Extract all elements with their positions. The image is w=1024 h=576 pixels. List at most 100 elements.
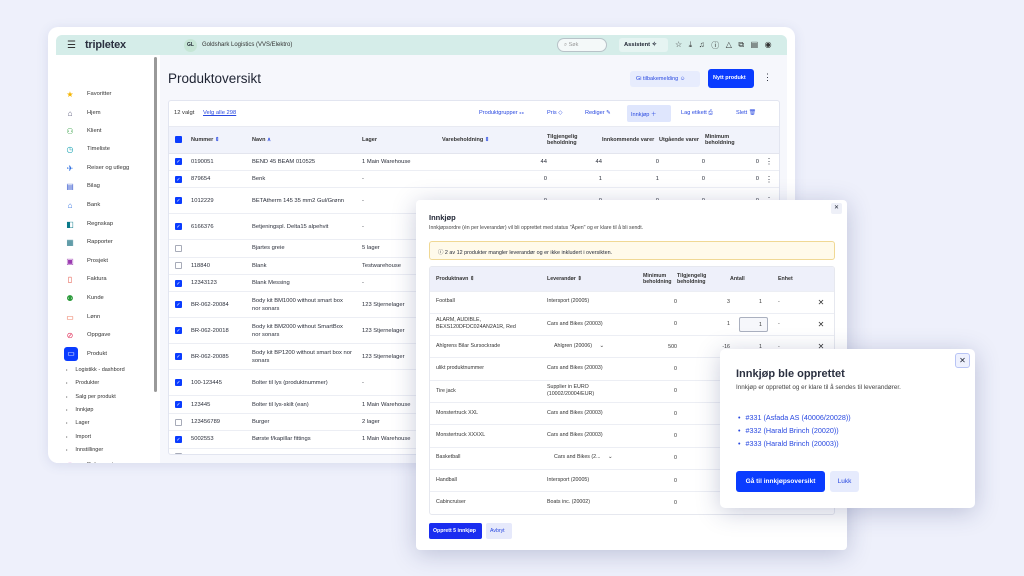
- label-button[interactable]: Lag etikett ⎙: [681, 110, 713, 116]
- sidebar-item-kunde[interactable]: ⚉ Kunde: [64, 291, 103, 305]
- sidebar-scrollbar[interactable]: [154, 57, 157, 392]
- supplier-cell: Cars and Bikes (20003): [547, 401, 643, 425]
- sidebar-item-klient[interactable]: ⚇ Klient: [64, 124, 101, 138]
- new-product-button[interactable]: Nytt produkt: [708, 69, 754, 88]
- row-checkbox[interactable]: [175, 401, 182, 409]
- close-button[interactable]: Lukk: [830, 471, 859, 492]
- remove-icon[interactable]: ✕: [808, 290, 834, 314]
- row-checkbox[interactable]: [175, 435, 182, 443]
- menu-icon[interactable]: ☰: [67, 39, 76, 51]
- quantity-input[interactable]: 1: [730, 312, 768, 336]
- col-tilgjengelig[interactable]: Tilgjengelig beholdning: [547, 127, 602, 154]
- company-name[interactable]: Goldshark Logistics (VVS/Elektro): [201, 42, 293, 48]
- col-lager[interactable]: Lager: [362, 127, 442, 154]
- sidebar-item-lønn[interactable]: ▭ Lønn: [64, 310, 100, 324]
- row-checkbox[interactable]: [175, 418, 182, 426]
- select-all-checkbox[interactable]: [175, 136, 182, 144]
- row-checkbox[interactable]: [175, 175, 182, 183]
- col-innkommende[interactable]: Innkommende varer: [602, 127, 659, 154]
- sidebar-subitem[interactable]: Innkjøp: [66, 407, 93, 413]
- row-menu-icon[interactable]: ⋮: [759, 170, 779, 189]
- bell-icon[interactable]: ♫: [698, 39, 705, 49]
- row-checkbox[interactable]: [175, 453, 182, 454]
- purchase-row: ALARM, AUDIBLE, BEXS120DFDC024AN2A1R, Re…: [430, 312, 834, 336]
- feedback-button[interactable]: Gi tilbakemelding ☺: [630, 71, 700, 87]
- row-checkbox[interactable]: [175, 327, 182, 335]
- star-icon[interactable]: ☆: [675, 39, 683, 49]
- order-link[interactable]: #332 (Harald Brinch (20020)): [738, 426, 851, 439]
- col-nummer[interactable]: Nummer ⇕: [191, 127, 252, 154]
- close-icon[interactable]: ✕: [955, 353, 970, 368]
- row-checkbox[interactable]: [175, 158, 182, 166]
- sidebar-item-prosjekt[interactable]: ▣ Prosjekt: [64, 254, 108, 268]
- create-purchases-button[interactable]: Opprett 5 innkjøp: [429, 523, 482, 539]
- select-all-link[interactable]: Velg alle 298: [203, 110, 237, 116]
- sidebar-item-produkt[interactable]: ▭ Produkt: [64, 347, 107, 361]
- warning-icon[interactable]: △: [725, 39, 732, 49]
- sidebar-item-hjem[interactable]: ⌂ Hjem: [64, 106, 101, 120]
- sidebar-item-dokument[interactable]: ▯ Dokument: [64, 458, 114, 464]
- col-navn[interactable]: Navn ∧: [252, 127, 362, 154]
- sidebar-item-favoritter[interactable]: ★ Favoritter: [64, 87, 111, 101]
- product-groups-button[interactable]: Produktgrupper ⚏: [479, 110, 525, 116]
- sidebar-item-bilag[interactable]: ▤ Bilag: [64, 179, 100, 193]
- close-icon[interactable]: ✕: [831, 203, 842, 214]
- edit-button[interactable]: Rediger ✎: [585, 110, 611, 116]
- row-checkbox[interactable]: [175, 262, 182, 270]
- remove-icon[interactable]: ✕: [808, 312, 834, 336]
- sidebar-subitem[interactable]: Innstillinger: [66, 447, 103, 453]
- order-link[interactable]: #331 (Asfada AS (40006/20028)): [738, 413, 851, 426]
- delete-button[interactable]: Slett 🗑: [736, 110, 756, 116]
- price-button[interactable]: Pris ◇: [547, 110, 563, 116]
- order-link[interactable]: #333 (Harald Brinch (20003)): [738, 439, 851, 452]
- sidebar-item-oppgave[interactable]: ⊘ Oppgave: [64, 328, 111, 342]
- row-checkbox[interactable]: [175, 301, 182, 309]
- sidebar-subitem[interactable]: Salg per produkt: [66, 394, 115, 400]
- go-to-purchases-button[interactable]: Gå til innkjøpsoversikt: [736, 471, 825, 492]
- sidebar-item-rapporter[interactable]: ▦ Rapporter: [64, 235, 113, 249]
- dialog-title: Innkjøp: [429, 213, 456, 222]
- assistant-button[interactable]: Assistent ✧: [619, 38, 668, 52]
- external-link-icon[interactable]: ⧉: [738, 39, 745, 49]
- supplier-cell[interactable]: Cars and Bikes (2... ⌄: [547, 446, 643, 470]
- more-icon[interactable]: ⋮: [763, 72, 772, 82]
- download-icon[interactable]: ⤓: [688, 39, 693, 49]
- sidebar-subitem[interactable]: Import: [66, 434, 91, 440]
- info-icon[interactable]: ⓘ: [711, 40, 720, 50]
- sidebar-subitem[interactable]: Produkter: [66, 380, 99, 386]
- sidebar-item-timeliste[interactable]: ◷ Timeliste: [64, 142, 110, 156]
- row-checkbox[interactable]: [175, 279, 182, 287]
- sidebar: ★ Favoritter ⌂ Hjem ⚇ Klient ◷ Timeliste ✈ Reiser…: [56, 55, 158, 463]
- row-checkbox[interactable]: [175, 379, 182, 387]
- row-menu-icon[interactable]: ⋮: [759, 153, 779, 171]
- col-minimum[interactable]: Minimum beholdning: [705, 127, 759, 154]
- col-varebeholdning[interactable]: Varebeholdning ⇕: [442, 127, 547, 154]
- user-icon[interactable]: ◉: [764, 39, 772, 49]
- col-leverandor[interactable]: Leverandør ⇕: [547, 267, 643, 291]
- sidebar-item-bank[interactable]: ⌂ Bank: [64, 198, 101, 212]
- row-checkbox[interactable]: [175, 223, 182, 231]
- supplier-cell[interactable]: Ahlgren (20006) ⌄: [547, 335, 643, 358]
- cell-available: [677, 379, 730, 403]
- bilag-icon: ▤: [66, 181, 74, 191]
- sidebar-subitem[interactable]: Lager: [66, 420, 89, 426]
- cell-product: Cabincruiser: [430, 491, 547, 514]
- sidebar-item-regnskap[interactable]: ◧ Regnskap: [64, 217, 113, 231]
- table-row[interactable]: 0190051 BEND 45 BEAM 010525 1 Main Wareh…: [169, 153, 779, 171]
- logo[interactable]: tripletex: [84, 39, 126, 51]
- col-produktnavn[interactable]: Produktnavn ⇕: [430, 267, 547, 291]
- quantity-input[interactable]: 1: [730, 290, 768, 314]
- purchase-button[interactable]: Innkjøp ＋: [627, 105, 671, 122]
- col-utgaende[interactable]: Utgående varer: [659, 127, 705, 154]
- sidebar-item-reiser-og-utlegg[interactable]: ✈ Reiser og utlegg: [64, 161, 130, 175]
- cancel-button[interactable]: Avbryt: [486, 523, 512, 539]
- search-input[interactable]: ⌕ Søk: [557, 38, 607, 52]
- row-checkbox[interactable]: [175, 353, 182, 361]
- sidebar-subitem[interactable]: Logistikk - dashbord: [66, 367, 124, 373]
- chat-icon[interactable]: ▤: [750, 39, 759, 49]
- row-checkbox[interactable]: [175, 244, 182, 252]
- row-checkbox[interactable]: [175, 197, 182, 205]
- sidebar-item-faktura[interactable]: ▯ Faktura: [64, 272, 107, 286]
- regnskap-icon: ◧: [66, 219, 74, 229]
